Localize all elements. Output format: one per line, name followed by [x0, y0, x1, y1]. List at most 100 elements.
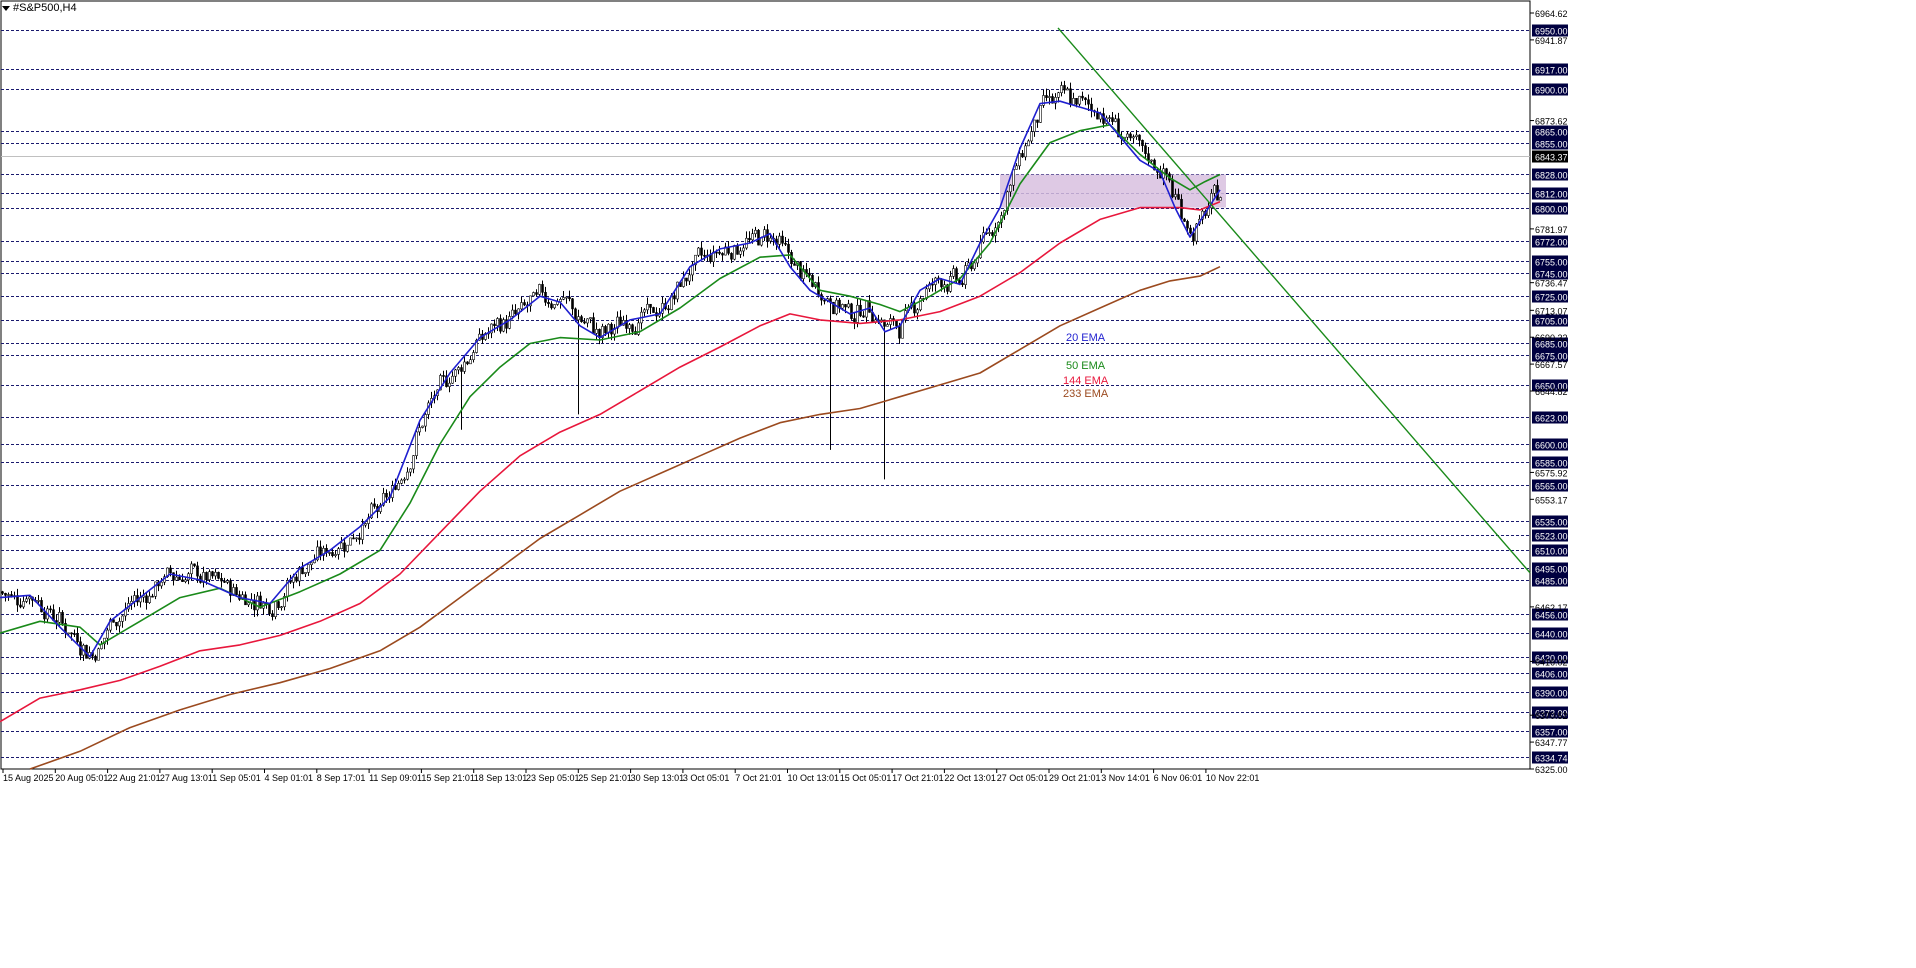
candle: [19, 598, 22, 609]
ema-233-line: [29, 265, 1221, 770]
price-tick-label: 6667.57: [1535, 360, 1568, 370]
time-tick-label: 4 Sep 01:01: [265, 773, 314, 783]
candle: [190, 561, 193, 581]
candle: [352, 533, 355, 540]
candle: [442, 370, 445, 383]
candle: [586, 318, 589, 328]
candle: [739, 247, 742, 258]
time-tick-label: 15 Aug 2025: [3, 773, 54, 783]
candle: [742, 243, 745, 257]
candle: [778, 232, 781, 250]
level-price-label: 6485.00: [1535, 577, 1568, 587]
candle: [595, 322, 598, 340]
price-tick-label: 6781.97: [1535, 225, 1568, 235]
level-price-tag: [1532, 725, 1568, 738]
candle: [454, 368, 457, 383]
time-tick-label: 15 Oct 05:01: [840, 773, 892, 783]
time-tick-label: 10 Oct 13:01: [788, 773, 840, 783]
dropdown-triangle-icon[interactable]: [2, 5, 10, 11]
time-tick-label: 3 Nov 14:01: [1101, 773, 1150, 783]
candle: [541, 280, 544, 296]
time-tick-label: 18 Sep 13:01: [474, 773, 528, 783]
candle: [304, 572, 307, 577]
price-tick-label: 6553.17: [1535, 495, 1568, 505]
level-price-label: 6585.00: [1535, 459, 1568, 469]
ema-20-label-text: 20 EMA: [1066, 332, 1106, 344]
level-price-label: 6917.00: [1535, 66, 1568, 76]
candle: [673, 291, 676, 305]
candle: [505, 315, 508, 334]
candle: [868, 295, 871, 313]
price-tick-label: 6964.62: [1535, 9, 1568, 19]
candle: [523, 299, 526, 307]
price-tick-label: 6416.02: [1535, 657, 1568, 667]
candle: [886, 322, 889, 327]
candle: [1033, 119, 1036, 137]
candle: [532, 291, 535, 297]
level-price-tag: [1532, 686, 1568, 699]
time-tick-label: 20 Aug 05:01: [55, 773, 108, 783]
time-tick-label: 25 Sep 21:01: [578, 773, 632, 783]
candle: [652, 306, 655, 313]
price-tick-label: 6575.92: [1535, 468, 1568, 478]
level-price-label: 6650.00: [1535, 382, 1568, 392]
candle: [724, 242, 727, 256]
ema-144-label: 144 EMA: [1063, 375, 1108, 387]
candle: [697, 247, 700, 257]
level-price-label: 6705.00: [1535, 317, 1568, 327]
candle: [202, 566, 205, 588]
candle: [223, 577, 226, 583]
time-tick-label: 27 Oct 05:01: [997, 773, 1049, 783]
level-price-label: 6675.00: [1535, 352, 1568, 362]
candle: [349, 537, 352, 546]
candle: [568, 290, 571, 302]
time-axis: 15 Aug 2025 20 Aug 05:01 22 Aug 21:01 27 Au…: [2, 769, 1259, 783]
candle: [808, 267, 811, 283]
time-tick-label: 15 Sep 21:01: [421, 773, 475, 783]
level-price-tag: [1532, 267, 1568, 280]
time-tick-label: 17 Oct 21:01: [892, 773, 944, 783]
candle: [283, 593, 286, 611]
time-tick-label: 3 Oct 05:01: [683, 773, 730, 783]
candle: [1006, 190, 1009, 215]
candle: [919, 295, 922, 312]
candle: [193, 563, 196, 568]
candle: [373, 498, 376, 509]
candle: [1141, 139, 1144, 152]
candle: [769, 234, 772, 244]
candle: [277, 600, 280, 611]
symbol-title-text: #S&P500,H4: [13, 2, 77, 14]
candle: [121, 615, 124, 628]
level-price-tag: [1532, 479, 1568, 492]
level-price-label: 6855.00: [1535, 140, 1568, 150]
candle: [1219, 196, 1222, 201]
time-tick-label: 1 Sep 05:01: [212, 773, 261, 783]
level-price-tag: [1532, 562, 1568, 575]
candle: [1081, 91, 1084, 101]
candle: [256, 591, 259, 617]
symbol-title[interactable]: #S&P500,H4: [2, 2, 77, 14]
candle: [331, 548, 334, 558]
candle: [1132, 134, 1135, 144]
descending-trendline[interactable]: [1057, 27, 1531, 574]
level-price-label: 6828.00: [1535, 171, 1568, 181]
ema-233-label: 233 EMA: [1063, 388, 1108, 400]
candle: [247, 602, 250, 607]
ema-144-label-text: 144 EMA: [1063, 375, 1109, 387]
level-price-tag: [1532, 290, 1568, 303]
level-price-label: 6865.00: [1535, 128, 1568, 138]
candle: [343, 537, 346, 558]
trendline: [1057, 27, 1531, 574]
candle: [337, 547, 340, 560]
level-price-tag: [1532, 168, 1568, 181]
candle: [754, 226, 757, 238]
candle: [271, 610, 274, 621]
candle: [493, 319, 496, 333]
candle: [1138, 134, 1141, 147]
level-price-tag: [1532, 187, 1568, 200]
candle: [685, 277, 688, 286]
candle: [1078, 95, 1081, 107]
